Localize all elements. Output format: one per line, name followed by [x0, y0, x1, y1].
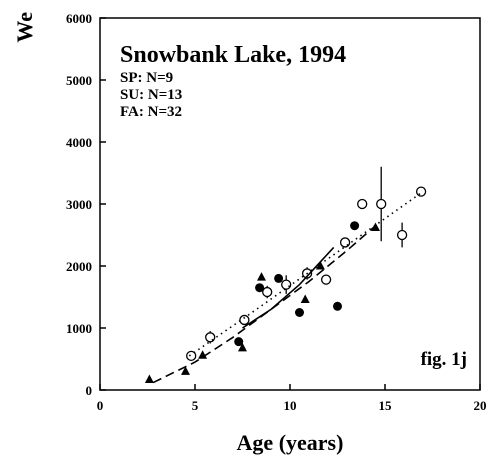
mean-point: [320, 274, 332, 285]
triangle-point: [300, 294, 310, 303]
triangle-point: [198, 350, 208, 359]
filled-point: [333, 301, 342, 311]
subtitle: FA: N=32: [120, 104, 182, 120]
filled-point: [234, 337, 244, 347]
open-point: [186, 350, 197, 362]
mean-point: [205, 332, 216, 343]
annotation: fig. 1j: [421, 349, 467, 370]
x-axis-label: Age (years): [237, 430, 344, 455]
triangle-point: [144, 374, 154, 383]
open-point: [239, 314, 250, 326]
mean-point: [376, 198, 387, 210]
x-tick-label: 15: [379, 398, 393, 413]
y-tick-label: 6000: [66, 11, 92, 26]
triangle-point: [315, 261, 325, 270]
open-point: [415, 186, 427, 197]
fit-line: [152, 225, 377, 384]
filled-point: [350, 221, 360, 231]
fit-line: [242, 246, 335, 329]
filled-point: [274, 273, 284, 283]
filled-point: [255, 283, 265, 293]
triangle-point: [257, 272, 266, 281]
subtitle: SP: N=9: [120, 70, 173, 86]
mean-point: [339, 237, 351, 248]
open-point: [357, 198, 368, 210]
y-tick-label: 1000: [66, 321, 92, 336]
y-tick-label: 0: [86, 383, 93, 398]
fit-line: [188, 190, 424, 357]
triangle-point: [371, 222, 380, 232]
x-tick-label: 5: [192, 398, 199, 413]
triangle-point: [238, 342, 247, 352]
triangle-point: [181, 366, 190, 375]
subtitle: SU: N=13: [120, 87, 182, 103]
x-tick-label: 10: [284, 398, 297, 413]
chart-title: Snowbank Lake, 1994: [120, 42, 346, 68]
y-tick-label: 5000: [66, 73, 92, 88]
y-tick-label: 3000: [66, 197, 92, 212]
y-axis-label: We: [12, 12, 37, 43]
y-tick-label: 2000: [66, 259, 92, 274]
mean-point: [281, 279, 292, 290]
x-tick-label: 20: [474, 398, 487, 413]
x-tick-label: 0: [97, 398, 104, 413]
mean-point: [396, 229, 408, 241]
mean-point: [262, 286, 273, 298]
y-tick-label: 4000: [66, 135, 92, 150]
filled-point: [295, 308, 304, 317]
